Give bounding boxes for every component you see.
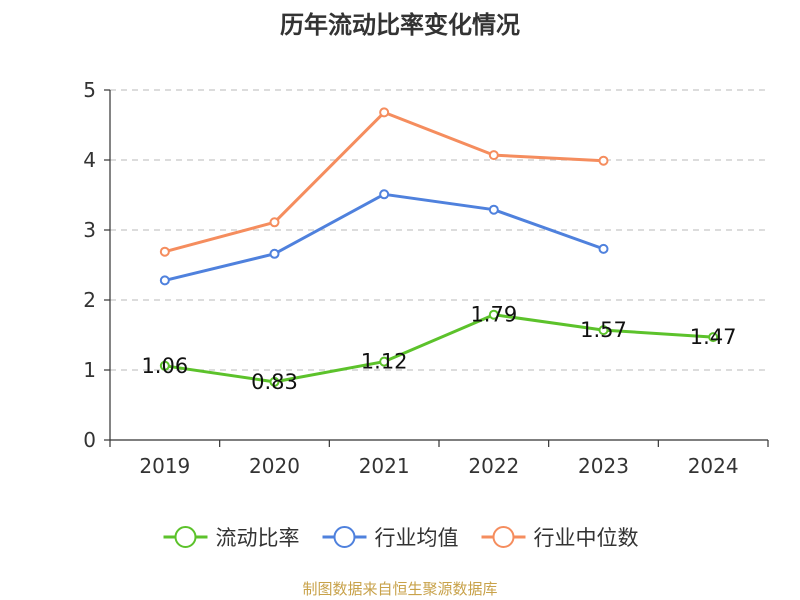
series-line-1 xyxy=(164,192,605,282)
y-tick-label: 4 xyxy=(83,148,96,172)
legend-label: 行业均值 xyxy=(375,526,459,550)
data-label: 0.83 xyxy=(251,370,298,394)
legend: 流动比率 行业均值 行业中位数 xyxy=(163,526,639,550)
legend-swatch-marker xyxy=(492,526,515,548)
series-point-0 xyxy=(269,376,280,387)
series-lines xyxy=(159,107,719,387)
series-point-0 xyxy=(598,325,609,336)
x-tick-label: 2020 xyxy=(249,454,300,478)
series-point-2 xyxy=(269,217,280,228)
series-point-1 xyxy=(269,248,280,259)
data-label: 1.06 xyxy=(141,354,188,378)
series-point-0 xyxy=(488,309,499,320)
data-label: 1.47 xyxy=(690,325,737,349)
axes: 0 1 2 3 4 5 2019 2020 2021 2022 2023 2024 xyxy=(83,78,769,478)
series-point-2 xyxy=(598,155,609,166)
x-tick-label: 2024 xyxy=(688,454,739,478)
series-point-0 xyxy=(708,332,719,343)
series-point-1 xyxy=(379,189,390,200)
series-point-2 xyxy=(488,150,499,161)
series-point-0 xyxy=(379,356,390,367)
series-line-0 xyxy=(164,313,714,384)
x-tick-label: 2022 xyxy=(468,454,519,478)
grid-lines xyxy=(110,89,768,371)
data-label: 1.12 xyxy=(361,350,408,374)
legend-swatch-marker xyxy=(333,526,356,548)
data-labels: 1.06 0.83 1.12 1.79 1.57 1.47 xyxy=(141,303,736,394)
y-tick-label: 0 xyxy=(83,428,96,452)
y-tick-label: 3 xyxy=(83,218,96,242)
series-point-0 xyxy=(159,360,170,371)
legend-item-1: 行业均值 xyxy=(322,526,459,550)
y-tick-label: 2 xyxy=(83,288,96,312)
data-label: 1.57 xyxy=(580,318,627,342)
chart-title: 历年流动比率变化情况 xyxy=(280,11,520,39)
legend-label: 行业中位数 xyxy=(534,526,639,550)
series-point-2 xyxy=(379,107,390,118)
series-point-1 xyxy=(598,243,609,254)
y-tick-label: 5 xyxy=(83,78,96,102)
series-point-1 xyxy=(488,204,499,215)
x-tick-label: 2023 xyxy=(578,454,629,478)
legend-item-2: 行业中位数 xyxy=(481,526,639,550)
x-tick-label: 2019 xyxy=(139,454,190,478)
y-tick-label: 1 xyxy=(83,358,96,382)
series-point-1 xyxy=(159,275,170,286)
legend-swatch-marker xyxy=(174,526,197,548)
legend-label: 流动比率 xyxy=(216,526,300,550)
x-tick-label: 2021 xyxy=(359,454,410,478)
source-note: 制图数据来自恒生聚源数据库 xyxy=(302,580,498,598)
series-line-2 xyxy=(164,110,604,254)
legend-item-0: 流动比率 xyxy=(163,526,300,550)
series-point-2 xyxy=(159,246,170,257)
data-label: 1.79 xyxy=(470,303,517,327)
